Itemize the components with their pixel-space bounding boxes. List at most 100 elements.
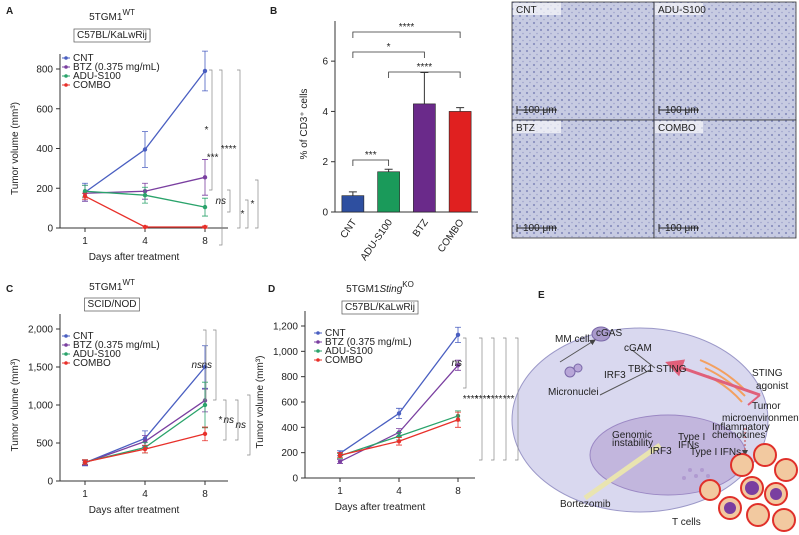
title-text: 5TGM1 [89,282,123,293]
title-superscript: WT [122,278,135,287]
y-tick-label: 400 [281,423,298,434]
legend-label: CNT [325,328,346,339]
scale-bar [658,224,699,232]
significance-label: ns [235,420,246,431]
micrograph [511,119,655,239]
strain-label: C57BL/KaLwRij [345,302,415,313]
point [142,224,148,230]
significance-label: **** [486,394,503,405]
legend-label: CNT [73,53,94,64]
significance-bracket [245,199,249,229]
point [142,147,148,152]
diagram-label: Type I [678,432,705,443]
legend-label: BTZ (0.375 mg/mL) [73,62,160,73]
diagram-label: STING [656,364,687,375]
significance-label: * [218,415,223,426]
significance-bracket [227,189,231,213]
y-tick-label: 400 [36,144,53,155]
x-tick-label: CNT [339,217,360,240]
x-tick-label: 1 [82,236,88,247]
y-tick-label: 1,000 [28,401,53,412]
point [396,439,402,444]
diagram-label: Bortezomib [560,499,611,510]
y-tick-label: 0 [47,224,53,235]
significance-label: * [204,125,209,136]
legend-dot [316,331,320,335]
x-tick-label: 4 [142,236,148,247]
y-tick-label: 1,200 [273,322,298,333]
significance-label: *** [365,150,377,161]
significance-label: * [250,199,255,210]
x-tick-label: 4 [396,486,402,497]
strain-box [84,297,140,312]
point [337,453,343,458]
significance-bracket [235,399,239,441]
legend-label: ADU-S100 [73,71,121,82]
legend-dot [64,83,68,87]
y-tick-label: 0 [322,208,328,219]
significance-label: * [387,42,391,53]
y-tick-label: 600 [281,398,298,409]
x-tick-label: BTZ [411,217,431,239]
y-tick-label: 800 [281,372,298,383]
diagram-label: STING [752,368,783,379]
legend-label: ADU-S100 [325,346,373,357]
y-tick-label: 6 [322,57,328,68]
scale-bar-label: 100 μm [665,105,699,116]
y-axis-label: Tumor volume (mm³) [10,102,21,195]
point [202,402,208,408]
x-tick-label: 8 [202,489,208,500]
scale-bar [516,224,557,232]
micrograph-label: COMBO [658,123,696,134]
y-tick-label: 0 [47,477,53,488]
legend-dot [64,56,68,60]
legend-dot [64,352,68,356]
significance-bracket [219,69,223,246]
scale-bar [516,106,557,114]
bar [377,171,400,213]
panel-label: B [270,6,277,17]
significance-label: ns [215,196,226,207]
bar [413,103,436,213]
significance-bracket [491,337,495,461]
title-text: 5TGM1 [346,284,380,295]
significance-bracket [352,51,425,58]
strain-box [341,300,419,315]
significance-label: **** [417,62,433,73]
y-tick-label: 600 [36,104,53,115]
point [142,193,148,198]
significance-bracket [479,337,483,461]
y-tick-label: 200 [36,184,53,195]
point [455,417,461,422]
error-bar [348,191,357,196]
significance-bracket [463,337,467,389]
diagram-label: Type I IFNs [690,447,741,458]
significance-bracket [352,159,390,166]
significance-bracket [237,69,241,229]
significance-label: **** [399,22,415,33]
diagram-label: chemokines [712,430,765,441]
scale-bar-label: 100 μm [665,223,699,234]
label-bg [513,121,561,133]
point [142,446,148,452]
significance-bracket [503,337,507,461]
label-bg [655,3,703,15]
strain-label: SCID/NOD [88,299,137,310]
significance-bracket [352,31,461,38]
x-tick-label: 8 [202,236,208,247]
legend-label: COMBO [73,358,111,369]
legend-dot [64,334,68,338]
legend-dot [64,343,68,347]
diagram-label: Inflammatory [712,422,770,433]
title-italic: Sting [379,284,402,295]
significance-label: * [240,209,245,220]
micrograph-label: CNT [516,5,537,16]
micrograph-label: BTZ [516,123,535,134]
legend-label: COMBO [73,80,111,91]
significance-label: *** [206,153,219,164]
diagram-label: Genomic [612,430,652,441]
panel-label: E [538,290,545,301]
error-bar [384,168,393,172]
point [202,175,208,180]
strain-label: C57BL/KaLwRij [77,30,147,41]
